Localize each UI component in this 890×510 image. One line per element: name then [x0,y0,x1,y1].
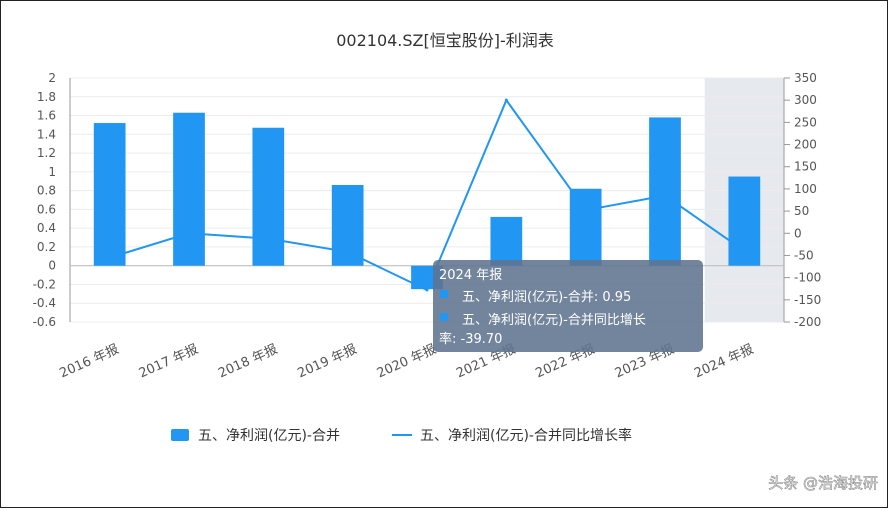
x-tick-label: 2016 年报 [57,342,121,381]
y-left-ticks: 2 1.8 1.6 1.4 1.2 1 0.8 0.6 0.4 0.2 0 -0.2 -0.4 -0.6 [33,71,56,329]
bar [569,188,602,266]
legend: 五、净利润(亿元)-合并 五、净利润(亿元)-合并同比增长率 [171,427,632,444]
bar [93,123,126,266]
y-left-tick-label: -0.2 [33,277,56,291]
y-right-tick-label: 250 [794,115,817,129]
chart-title: 002104.SZ[恒宝股份]-利润表 [336,31,554,50]
tooltip-marker-line [440,313,448,321]
line-point [266,237,270,241]
y-left-tick-label: 0.2 [37,240,56,254]
y-right-tick-label: -100 [794,271,821,285]
y-right-tick-label: 200 [794,138,817,152]
line-point [742,249,746,253]
tooltip: 2024 年报 五、净利润(亿元)-合并: 0.95 五、净利润(亿元)-合并同… [433,260,703,352]
bar [252,127,285,266]
tooltip-marker-bar [440,290,448,298]
line-point [346,250,350,254]
y-left-tick-label: 1.4 [37,127,56,141]
y-left-tick-label: -0.4 [33,296,56,310]
line-point [504,98,508,102]
watermark: 头条 @浩海投研 [768,474,878,492]
x-tick-label: 2018 年报 [216,342,280,381]
legend-bar-swatch [171,429,189,441]
x-tick-label: 2019 年报 [295,342,359,381]
y-left-tick-label: 0.6 [37,202,56,216]
y-left-tick-label: 1.6 [37,109,56,123]
line-series [108,98,746,292]
bar [331,184,364,266]
y-right-tick-label: 350 [794,71,817,85]
legend-bar-label[interactable]: 五、净利润(亿元)-合并 [198,428,340,444]
tooltip-title: 2024 年报 [439,268,502,283]
line-point [108,256,112,260]
bar [490,216,523,266]
y-left-tick-label: -0.6 [33,315,56,329]
y-right-ticks: 350 300 250 200 150 100 50 0 -50 -100 -150 -200 [784,71,821,329]
x-tick-label: 2020 年报 [375,342,439,381]
y-left-tick-label: 1 [48,165,56,179]
y-right-tick-label: -150 [794,293,821,307]
y-right-tick-label: 100 [794,182,817,196]
y-right-tick-label: 300 [794,93,817,107]
line-point [584,208,588,212]
line-point [663,194,667,198]
x-tick-label: 2017 年报 [137,342,201,381]
legend-line-label[interactable]: 五、净利润(亿元)-合并同比增长率 [420,427,632,444]
y-left-tick-label: 1.8 [37,90,56,104]
y-right-tick-label: 150 [794,160,817,174]
bar [173,112,205,266]
y-left-tick-label: 1.2 [37,146,56,160]
tooltip-line3: 率: -39.70 [439,331,502,347]
y-right-tick-label: 0 [794,226,802,240]
line-point [187,231,191,235]
y-right-tick-label: -200 [794,315,821,329]
line-point [425,288,429,292]
y-right-tick-label: -50 [794,248,814,262]
tooltip-box [433,260,703,352]
y-left-tick-label: 0.8 [37,184,56,198]
tooltip-line2: 五、净利润(亿元)-合并同比增长 [462,313,646,328]
y-right-tick-label: 50 [794,204,809,218]
tooltip-line1: 五、净利润(亿元)-合并: 0.95 [462,290,631,305]
bar [649,117,681,266]
y-left-tick-label: 0 [48,259,56,273]
y-left-tick-label: 0.4 [37,221,56,235]
y-left-tick-label: 2 [48,71,56,85]
